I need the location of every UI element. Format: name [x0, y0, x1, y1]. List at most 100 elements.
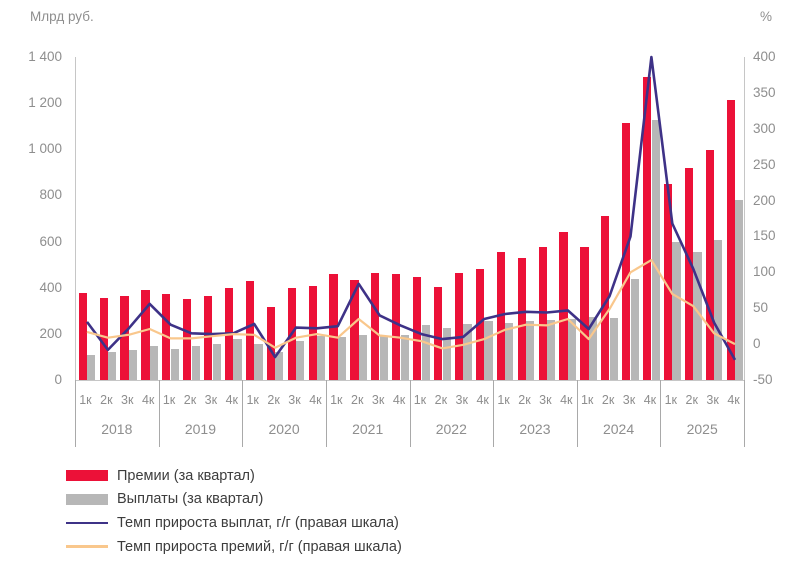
growth-lines-layer	[85, 55, 737, 361]
bar-payouts	[358, 335, 368, 380]
bar-payouts	[567, 318, 577, 380]
x-axis-quarter-label: 3к	[288, 393, 301, 407]
legend-label: Выплаты (за квартал)	[117, 491, 264, 508]
bar-payouts	[588, 317, 598, 380]
x-axis-year-label: 2023	[519, 421, 551, 437]
x-axis-quarter-label: 2к	[685, 393, 698, 407]
year-separator-line	[576, 380, 578, 447]
bar-premiums	[245, 280, 255, 380]
legend-swatch-bar	[66, 493, 108, 505]
bar-premiums	[287, 288, 296, 380]
y-axis-tick-label-left: 800	[39, 187, 62, 203]
year-separator-line	[75, 380, 76, 447]
bar-premiums	[517, 257, 526, 380]
x-axis-year-label: 2024	[602, 421, 635, 437]
bar-premiums	[266, 307, 275, 380]
x-axis-quarter-label: 1к	[246, 393, 259, 407]
bar-payouts	[421, 324, 430, 380]
year-separator-line	[660, 380, 662, 447]
bar-premiums	[183, 298, 192, 380]
bar-payouts	[233, 338, 242, 380]
x-axis-year-label: 2018	[101, 421, 133, 437]
bar-payouts	[547, 320, 556, 380]
y-axis-tick-label-right: 200	[753, 192, 776, 208]
bar-payouts	[484, 320, 493, 380]
x-axis-quarter-label: 1к	[330, 393, 343, 407]
bar-premiums	[120, 295, 129, 380]
x-axis-year-label: 2020	[268, 421, 300, 437]
y-axis-tick-label-left: 200	[39, 325, 62, 341]
bar-premiums	[350, 279, 359, 380]
x-axis-quarter-label: 4к	[727, 393, 740, 407]
x-axis-quarter-label: 2к	[434, 393, 448, 407]
y-axis-tick-label-left: 1 400	[28, 49, 62, 64]
x-axis-quarter-label: 4к	[560, 393, 573, 407]
y-axis-tick-label-right: 150	[753, 228, 776, 244]
x-axis-quarter-label: 1к	[413, 393, 427, 407]
bar-premiums	[580, 246, 589, 380]
x-axis-quarter-label: 2к	[183, 393, 197, 407]
bar-premiums	[475, 268, 484, 380]
legend-swatch-bar	[66, 470, 108, 482]
y-axis-line-right	[744, 57, 745, 380]
bar-premiums	[141, 290, 150, 380]
x-axis-quarter-label: 4к	[392, 393, 406, 407]
x-axis-quarter-label: 1к	[79, 393, 92, 407]
bar-premiums	[434, 286, 443, 380]
x-axis-year-label: 2025	[686, 421, 718, 437]
x-axis-quarter-label: 3к	[455, 393, 468, 407]
bar-payouts	[212, 343, 221, 380]
y-axis-line-left	[75, 57, 76, 380]
x-axis-quarter-label: 4к	[309, 393, 322, 407]
bar-premiums	[99, 297, 108, 380]
y-axis-tick-label-right: 100	[753, 264, 776, 280]
legend: Премии (за квартал) Выплаты (за квартал) Т…	[66, 464, 402, 558]
bar-payouts	[526, 321, 535, 380]
bar-premiums	[684, 168, 694, 380]
bar-payouts	[254, 344, 263, 380]
year-separator-line	[325, 380, 327, 447]
y-axis-tick-label-right: 300	[753, 120, 776, 136]
x-axis-quarter-label: 1к	[497, 393, 510, 407]
year-separator-line	[158, 380, 160, 447]
legend-swatch-line	[66, 521, 108, 525]
legend-label: Премии (за квартал)	[117, 467, 255, 484]
bar-premiums	[224, 288, 234, 380]
x-axis-year-label: 2022	[435, 421, 467, 437]
bar-payouts	[337, 337, 347, 380]
axis-title-left: Млрд руб.	[30, 9, 94, 24]
bar-payouts	[714, 239, 723, 380]
bar-payouts	[296, 341, 305, 380]
bar-payouts	[442, 327, 451, 380]
y-axis-tick-label-right: 0	[753, 336, 761, 352]
bar-premiums	[643, 76, 652, 380]
year-separator-line	[744, 380, 745, 447]
bar-payouts	[609, 318, 618, 380]
bar-payouts	[149, 345, 158, 380]
x-axis-quarter-label: 3к	[539, 393, 552, 407]
bar-premiums	[663, 184, 673, 380]
x-axis-quarter-label: 2к	[601, 393, 615, 407]
bar-premiums	[329, 274, 338, 380]
x-axis-quarter-label: 2к	[267, 393, 280, 407]
bar-premiums	[454, 273, 464, 380]
y-axis-tick-label-right: 250	[753, 156, 776, 172]
y-axis-tick-label-right: -50	[753, 372, 773, 387]
bar-premiums	[392, 274, 401, 380]
year-separator-line	[242, 380, 244, 447]
x-axis-quarter-label: 3к	[706, 393, 719, 407]
bar-premiums	[308, 285, 317, 380]
legend-item: Выплаты (за квартал)	[66, 488, 402, 512]
bar-payouts	[693, 251, 702, 380]
bar-payouts	[87, 355, 96, 380]
bar-premiums	[601, 216, 610, 380]
bar-payouts	[317, 335, 326, 380]
x-axis-quarter-label: 2к	[351, 393, 364, 407]
bar-payouts	[505, 323, 514, 380]
bar-payouts	[735, 200, 744, 380]
bar-premiums	[413, 276, 422, 380]
bar-payouts	[463, 324, 472, 380]
bar-payouts	[651, 120, 660, 380]
x-axis-year-label: 2021	[352, 421, 384, 437]
